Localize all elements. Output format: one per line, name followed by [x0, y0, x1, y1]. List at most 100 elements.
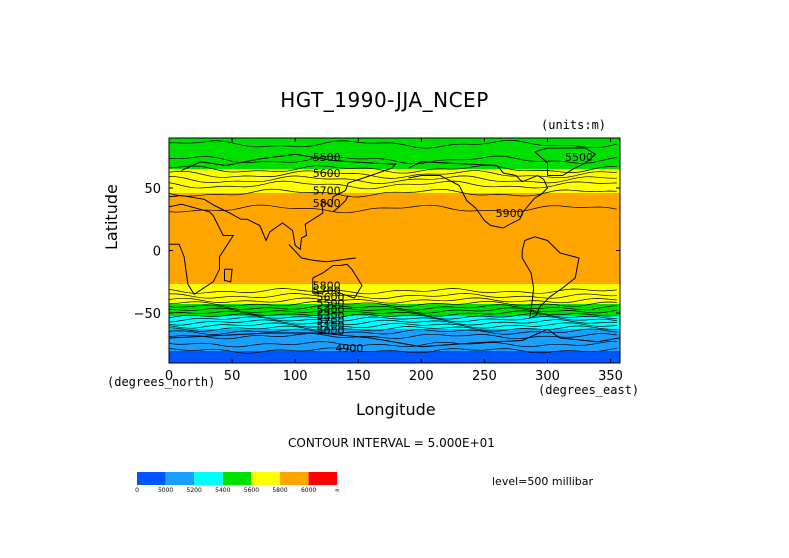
field-band — [169, 287, 620, 289]
field-band — [169, 337, 620, 339]
field-band — [169, 306, 620, 308]
field-band — [169, 332, 620, 334]
field-band — [169, 190, 620, 192]
contour-labels: 5500560057005800590055005800570056005500… — [313, 151, 593, 355]
field-band — [169, 155, 620, 157]
field-band — [169, 243, 620, 245]
field-band — [169, 355, 620, 357]
field-band — [169, 264, 620, 266]
field-band — [169, 152, 620, 154]
contour-label: 5300 — [316, 310, 344, 323]
field-band — [169, 169, 620, 171]
field-band — [169, 251, 620, 253]
coastline — [312, 263, 363, 299]
field-band — [169, 159, 620, 161]
colorbar-swatch — [137, 472, 166, 485]
field-band — [169, 138, 620, 140]
field-band — [169, 146, 620, 148]
field-band — [169, 358, 620, 360]
field-band — [169, 329, 620, 331]
field-band — [169, 291, 620, 293]
field-band — [169, 216, 620, 218]
y-tick-label: −50 — [134, 307, 161, 322]
field-band — [169, 197, 620, 199]
field-band — [169, 255, 620, 257]
field-band — [169, 206, 620, 208]
field-band — [169, 224, 620, 226]
contour-label: 5500 — [565, 151, 593, 164]
contour-label: 5800 — [313, 280, 341, 293]
field-band — [169, 252, 620, 254]
contour-line — [168, 325, 617, 332]
colorbar-swatch — [165, 472, 195, 485]
field-band — [169, 250, 620, 252]
field-band — [169, 171, 620, 173]
colorbar-swatch — [222, 472, 252, 485]
coastline — [168, 162, 397, 251]
y-tick-label: 50 — [144, 182, 161, 197]
field-band — [169, 277, 620, 279]
field-band — [169, 258, 620, 260]
field-band — [169, 220, 620, 222]
field-band — [169, 285, 620, 287]
field-band — [169, 231, 620, 233]
field-band — [169, 351, 620, 353]
field-band — [169, 199, 620, 201]
field-band — [169, 263, 620, 265]
field-band — [169, 241, 620, 243]
contour-line — [168, 180, 617, 190]
field-band — [169, 203, 620, 205]
field-band — [169, 278, 620, 280]
field-band — [169, 281, 620, 283]
field-band — [169, 163, 620, 165]
field-band — [169, 227, 620, 229]
field-band — [169, 294, 620, 296]
y-units-label: (degrees_north) — [107, 375, 216, 389]
x-axis-label: Longitude — [356, 400, 436, 419]
field-band — [169, 142, 620, 144]
field-band — [169, 293, 620, 295]
field-band — [169, 161, 620, 163]
field-band — [169, 234, 620, 236]
field-band — [169, 298, 620, 300]
field-band — [169, 210, 620, 212]
field-band — [169, 226, 620, 228]
contour-line — [168, 333, 617, 340]
field-band — [169, 179, 620, 181]
field-band — [169, 352, 620, 354]
field-band — [169, 201, 620, 203]
field-band — [169, 145, 620, 147]
contour-label: 5900 — [496, 207, 524, 220]
field-band — [169, 168, 620, 170]
field-band — [169, 280, 620, 282]
colorbar: 0 5000 5200 5400 5600 5800 6000 ∞ — [135, 472, 340, 494]
colorbar-label: 5000 — [158, 487, 173, 494]
field-band — [169, 271, 620, 273]
field-band — [169, 215, 620, 217]
field-band — [169, 211, 620, 213]
colorbar-label: 0 — [135, 487, 139, 494]
field-band — [169, 295, 620, 297]
field-band — [169, 273, 620, 275]
field-band — [169, 315, 620, 317]
field-band — [169, 313, 620, 315]
x-tick-label: 200 — [409, 369, 434, 384]
field-band — [169, 245, 620, 247]
field-band — [169, 354, 620, 356]
field-band — [169, 326, 620, 328]
field-band — [169, 229, 620, 231]
field-band — [169, 267, 620, 269]
colorbar-swatch — [308, 472, 338, 485]
field-band — [169, 225, 620, 227]
field-band — [169, 303, 620, 305]
coastline — [168, 328, 620, 348]
contour-label: 5200 — [316, 315, 344, 328]
field-band — [169, 177, 620, 179]
field-band — [169, 262, 620, 264]
field-band — [169, 213, 620, 215]
field-band — [169, 205, 620, 207]
field-band — [169, 282, 620, 284]
field-band — [169, 286, 620, 288]
field-band — [169, 272, 620, 274]
field-band — [169, 233, 620, 235]
